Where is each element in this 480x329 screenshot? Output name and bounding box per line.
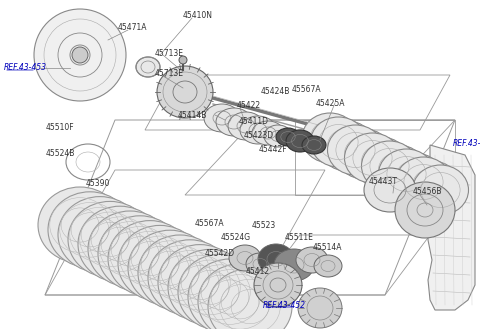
Ellipse shape	[78, 206, 162, 282]
Ellipse shape	[246, 253, 274, 275]
Text: 45390: 45390	[86, 179, 110, 188]
Ellipse shape	[302, 113, 358, 163]
Ellipse shape	[88, 211, 172, 287]
Text: 45713E: 45713E	[155, 69, 184, 79]
Ellipse shape	[204, 104, 240, 132]
Ellipse shape	[264, 125, 292, 147]
Ellipse shape	[319, 121, 375, 171]
Text: 45422: 45422	[237, 100, 261, 110]
Text: 45514A: 45514A	[313, 242, 343, 251]
Ellipse shape	[258, 244, 294, 274]
Ellipse shape	[252, 121, 284, 145]
Text: 45410N: 45410N	[183, 11, 213, 19]
Text: 45713E: 45713E	[155, 48, 184, 58]
Ellipse shape	[286, 130, 314, 152]
Text: 45423D: 45423D	[244, 132, 274, 140]
Text: 45424B: 45424B	[261, 87, 290, 95]
Ellipse shape	[302, 136, 326, 154]
Ellipse shape	[404, 161, 460, 211]
Text: 45524B: 45524B	[46, 148, 75, 158]
Ellipse shape	[314, 255, 342, 277]
Text: 45542D: 45542D	[205, 249, 235, 259]
Text: 45412: 45412	[246, 267, 270, 276]
Text: 45523: 45523	[252, 221, 276, 231]
Ellipse shape	[208, 268, 292, 329]
Ellipse shape	[48, 192, 132, 268]
Ellipse shape	[396, 157, 452, 207]
Ellipse shape	[128, 230, 212, 306]
Ellipse shape	[387, 153, 443, 203]
Text: 45456B: 45456B	[413, 188, 443, 196]
Ellipse shape	[72, 47, 88, 63]
Ellipse shape	[370, 145, 426, 195]
Ellipse shape	[178, 254, 262, 329]
Text: 45443T: 45443T	[369, 178, 398, 187]
Ellipse shape	[311, 117, 367, 167]
Text: REF.43-452: REF.43-452	[453, 139, 480, 147]
Text: 45567A: 45567A	[195, 219, 225, 229]
Ellipse shape	[58, 197, 142, 273]
Ellipse shape	[68, 201, 152, 277]
Ellipse shape	[353, 137, 409, 187]
Text: REF.43-452: REF.43-452	[263, 300, 306, 310]
Ellipse shape	[298, 288, 342, 328]
Ellipse shape	[274, 249, 314, 281]
Ellipse shape	[379, 149, 434, 199]
Text: 45425A: 45425A	[316, 98, 346, 108]
Text: 45524G: 45524G	[221, 234, 251, 242]
Ellipse shape	[138, 235, 222, 311]
Ellipse shape	[276, 128, 300, 146]
Ellipse shape	[216, 108, 252, 136]
Ellipse shape	[198, 264, 282, 329]
Text: 45411D: 45411D	[239, 116, 269, 125]
Ellipse shape	[412, 165, 468, 215]
Ellipse shape	[240, 116, 276, 144]
Ellipse shape	[254, 263, 302, 307]
Ellipse shape	[148, 240, 232, 316]
Ellipse shape	[157, 66, 213, 118]
Ellipse shape	[118, 225, 202, 301]
Ellipse shape	[229, 245, 261, 271]
Ellipse shape	[327, 125, 384, 175]
Ellipse shape	[179, 56, 187, 64]
Ellipse shape	[395, 182, 455, 238]
Polygon shape	[428, 145, 475, 310]
Text: 45511E: 45511E	[285, 233, 314, 241]
Text: REF.43-453: REF.43-453	[4, 63, 47, 72]
Ellipse shape	[188, 259, 272, 329]
Ellipse shape	[228, 112, 264, 140]
Ellipse shape	[296, 247, 328, 273]
Ellipse shape	[108, 221, 192, 297]
Ellipse shape	[38, 187, 122, 263]
Ellipse shape	[34, 9, 126, 101]
Ellipse shape	[98, 216, 182, 292]
Ellipse shape	[345, 133, 400, 183]
Ellipse shape	[361, 141, 418, 191]
Text: 45414B: 45414B	[178, 111, 207, 119]
Text: 45510F: 45510F	[46, 123, 74, 133]
Ellipse shape	[336, 129, 392, 179]
Ellipse shape	[158, 244, 242, 320]
Ellipse shape	[136, 57, 160, 77]
Text: 45471A: 45471A	[118, 22, 147, 32]
Text: 45442F: 45442F	[259, 144, 288, 154]
Ellipse shape	[364, 168, 416, 212]
Text: 45567A: 45567A	[292, 85, 322, 93]
Ellipse shape	[168, 249, 252, 325]
